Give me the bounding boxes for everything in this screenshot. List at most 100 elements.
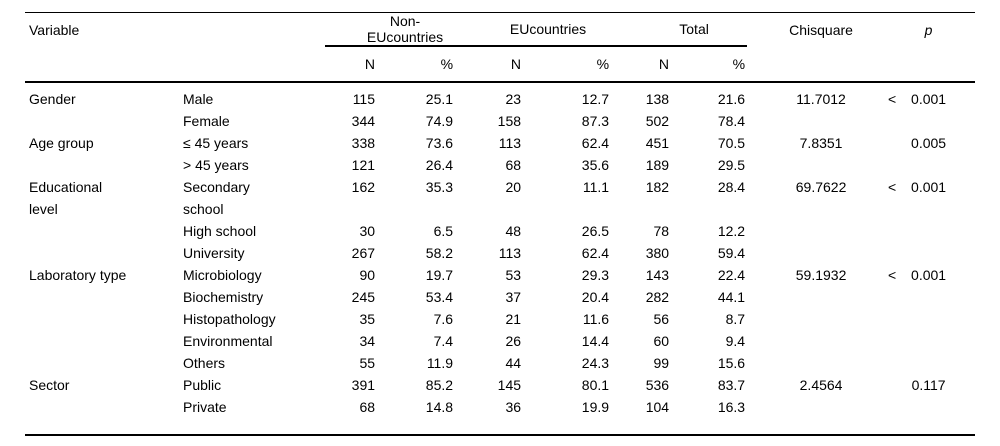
table-row: Private 68 14.8 36 19.9 104 16.3	[25, 396, 975, 435]
less-than-sign: <	[887, 267, 897, 283]
cell-eu-n: 113	[498, 135, 522, 151]
cell-eu-pct: 35.6	[581, 157, 610, 173]
table-row: Laboratory type Microbiology 90 19.7 53 …	[25, 264, 975, 286]
cell-p-value: 0.117	[869, 374, 950, 396]
cell-eu-n: 53	[505, 267, 522, 283]
cell-non-eu-pct: 53.4	[425, 289, 454, 305]
cell-eu-pct: 80.1	[581, 377, 610, 393]
cell-total-n: 189	[645, 157, 670, 173]
cell-total-n: 182	[645, 179, 670, 195]
cell-total-pct: 70.5	[717, 135, 746, 151]
cell-non-eu-n: 30	[359, 223, 376, 239]
cell-p-value: <0.001	[869, 82, 950, 110]
cell-chisquare: 2.4564	[799, 377, 843, 393]
cell-variable	[25, 154, 175, 176]
cell-p-value	[869, 286, 950, 308]
cell-total-n: 451	[645, 135, 670, 151]
cell-total-pct: 21.6	[717, 91, 746, 107]
cell-non-eu-pct: 19.7	[425, 267, 454, 283]
cell-total-pct: 29.5	[717, 157, 746, 173]
cell-non-eu-n: 121	[351, 157, 376, 173]
cell-total-n: 99	[653, 355, 670, 371]
cell-total-n: 56	[653, 311, 670, 327]
cell-chisquare	[747, 242, 869, 264]
cell-chisquare: 59.1932	[795, 267, 847, 283]
cell-variable	[25, 242, 175, 264]
p-number: 0.001	[911, 179, 947, 195]
cell-p-value	[869, 330, 950, 352]
cell-non-eu-pct: 35.3	[425, 179, 454, 195]
table-row: Histopathology 35 7.6 21 11.6 56 8.7	[25, 308, 975, 330]
cell-eu-n: 48	[505, 223, 522, 239]
cell-total-n: 502	[645, 113, 670, 129]
cell-total-n: 104	[645, 399, 670, 415]
table-row: University 267 58.2 113 62.4 380 59.4	[25, 242, 975, 264]
table-row: Female 344 74.9 158 87.3 502 78.4	[25, 110, 975, 132]
cell-eu-pct: 62.4	[581, 245, 610, 261]
cell-non-eu-n: 115	[352, 91, 376, 107]
cell-non-eu-n: 267	[351, 245, 376, 261]
cell-non-eu-pct: 73.6	[425, 135, 454, 151]
cell-non-eu-n: 344	[351, 113, 376, 129]
table-row: Age group ≤ 45 years 338 73.6 113 62.4 4…	[25, 132, 975, 154]
cell-eu-pct: 87.3	[581, 113, 610, 129]
cell-p-value	[869, 308, 950, 330]
statistics-table: Variable Non-EUcountries EUcountries Tot…	[25, 12, 976, 436]
cell-non-eu-pct: 7.6	[433, 311, 454, 327]
cell-variable: Laboratory type	[29, 267, 127, 283]
p-number: 0.001	[911, 267, 947, 283]
cell-non-eu-n: 245	[351, 289, 376, 305]
cell-eu-pct: 12.7	[581, 91, 610, 107]
cell-total-pct: 22.4	[717, 267, 746, 283]
cell-category: > 45 years	[183, 157, 249, 173]
cell-non-eu-n: 68	[359, 399, 376, 415]
p-number: 0.005	[911, 135, 947, 151]
cell-p-value	[869, 242, 950, 264]
cell-eu-n: 21	[505, 311, 522, 327]
cell-non-eu-pct: 7.4	[433, 333, 454, 349]
cell-chisquare	[747, 110, 869, 132]
cell-p-value	[869, 396, 950, 435]
table-row: Biochemistry 245 53.4 37 20.4 282 44.1	[25, 286, 975, 308]
cell-category: Public	[183, 377, 222, 393]
cell-p-value: <0.001	[869, 176, 950, 220]
subheader-non-eu-pct: %	[377, 46, 456, 83]
cell-category: Microbiology	[183, 267, 262, 283]
table-row: Sector Public 391 85.2 145 80.1 536 83.7…	[25, 374, 975, 396]
cell-variable: Educational level	[29, 179, 103, 217]
cell-eu-pct: 29.3	[581, 267, 610, 283]
column-group-total: Total	[611, 12, 748, 47]
column-header-chisquare: Chisquare	[789, 21, 853, 38]
cell-chisquare	[747, 330, 869, 352]
cell-total-n: 60	[653, 333, 670, 349]
cell-non-eu-pct: 11.9	[426, 355, 454, 371]
less-than-sign: <	[887, 179, 897, 195]
cell-eu-pct: 11.1	[582, 179, 610, 195]
paper-table-figure: Variable Non-EUcountries EUcountries Tot…	[25, 12, 976, 436]
cell-eu-pct: 20.4	[581, 289, 610, 305]
cell-total-pct: 15.6	[717, 355, 746, 371]
cell-total-n: 143	[645, 267, 670, 283]
p-number: 0.117	[911, 377, 946, 393]
cell-total-pct: 8.7	[725, 311, 746, 327]
cell-non-eu-n: 338	[351, 135, 376, 151]
cell-category: ≤ 45 years	[183, 135, 249, 151]
subheader-total-n: N	[611, 46, 672, 83]
column-group-non-eu-countries: Non-EUcountries	[325, 12, 456, 47]
header-row-groups: Variable Non-EUcountries EUcountries Tot…	[25, 12, 975, 47]
cell-total-pct: 9.4	[725, 333, 746, 349]
cell-variable: Gender	[29, 91, 76, 107]
cell-total-pct: 83.7	[717, 377, 746, 393]
cell-non-eu-n: 35	[359, 311, 376, 327]
table-row: Others 55 11.9 44 24.3 99 15.6	[25, 352, 975, 374]
cell-variable	[25, 286, 175, 308]
cell-variable	[25, 220, 175, 242]
cell-variable	[25, 330, 175, 352]
cell-category: Environmental	[183, 333, 273, 349]
cell-non-eu-pct: 74.9	[425, 113, 454, 129]
cell-eu-n: 37	[505, 289, 522, 305]
cell-non-eu-n: 90	[359, 267, 376, 283]
cell-chisquare	[747, 352, 869, 374]
table-row: Gender Male 115 25.1 23 12.7 138 21.6 11…	[25, 82, 975, 110]
table-body: Gender Male 115 25.1 23 12.7 138 21.6 11…	[25, 82, 975, 435]
